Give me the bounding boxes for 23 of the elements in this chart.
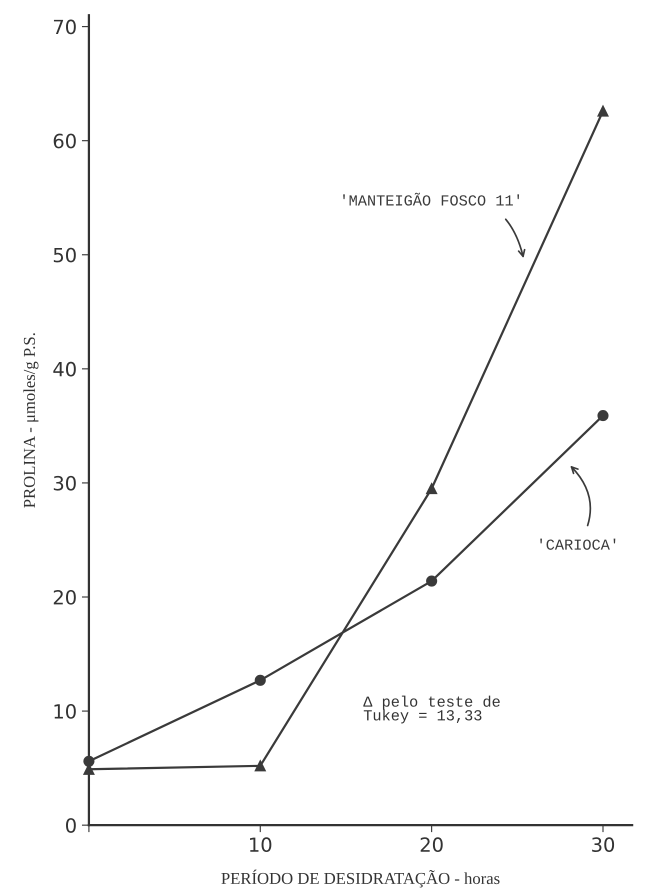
x-tick-label: 10 xyxy=(250,837,272,852)
y-tick-label: 10 xyxy=(54,704,76,719)
y-tick-label: 30 xyxy=(54,476,76,491)
point xyxy=(597,105,609,117)
y-tick-label: 0 xyxy=(66,818,76,833)
point xyxy=(426,575,438,587)
x-tick-label: 20 xyxy=(420,837,443,852)
point xyxy=(254,674,266,686)
point xyxy=(426,483,438,494)
point xyxy=(597,410,609,422)
y-tick-label: 70 xyxy=(54,20,76,34)
point xyxy=(83,756,94,767)
text: 'CARIOCA' xyxy=(540,538,616,550)
y-axis-title: PROLINA - μmoles/g P.S. xyxy=(23,333,38,508)
y-tick-label: 60 xyxy=(54,134,76,148)
y-tick-label: 20 xyxy=(54,590,76,605)
y-tick-label: 40 xyxy=(53,362,76,377)
annotation: Δ pelo teste de Tukey = 13,33 xyxy=(363,696,500,724)
text: 'MANTEIGÃO FOSCO 11' xyxy=(343,192,520,206)
point xyxy=(254,760,266,772)
x-tick-label: 30 xyxy=(592,837,614,852)
y-tick-label: 50 xyxy=(54,248,76,262)
x-axis-title: PERÍODO DE DESIDRATAÇÃO - horas xyxy=(221,870,500,888)
